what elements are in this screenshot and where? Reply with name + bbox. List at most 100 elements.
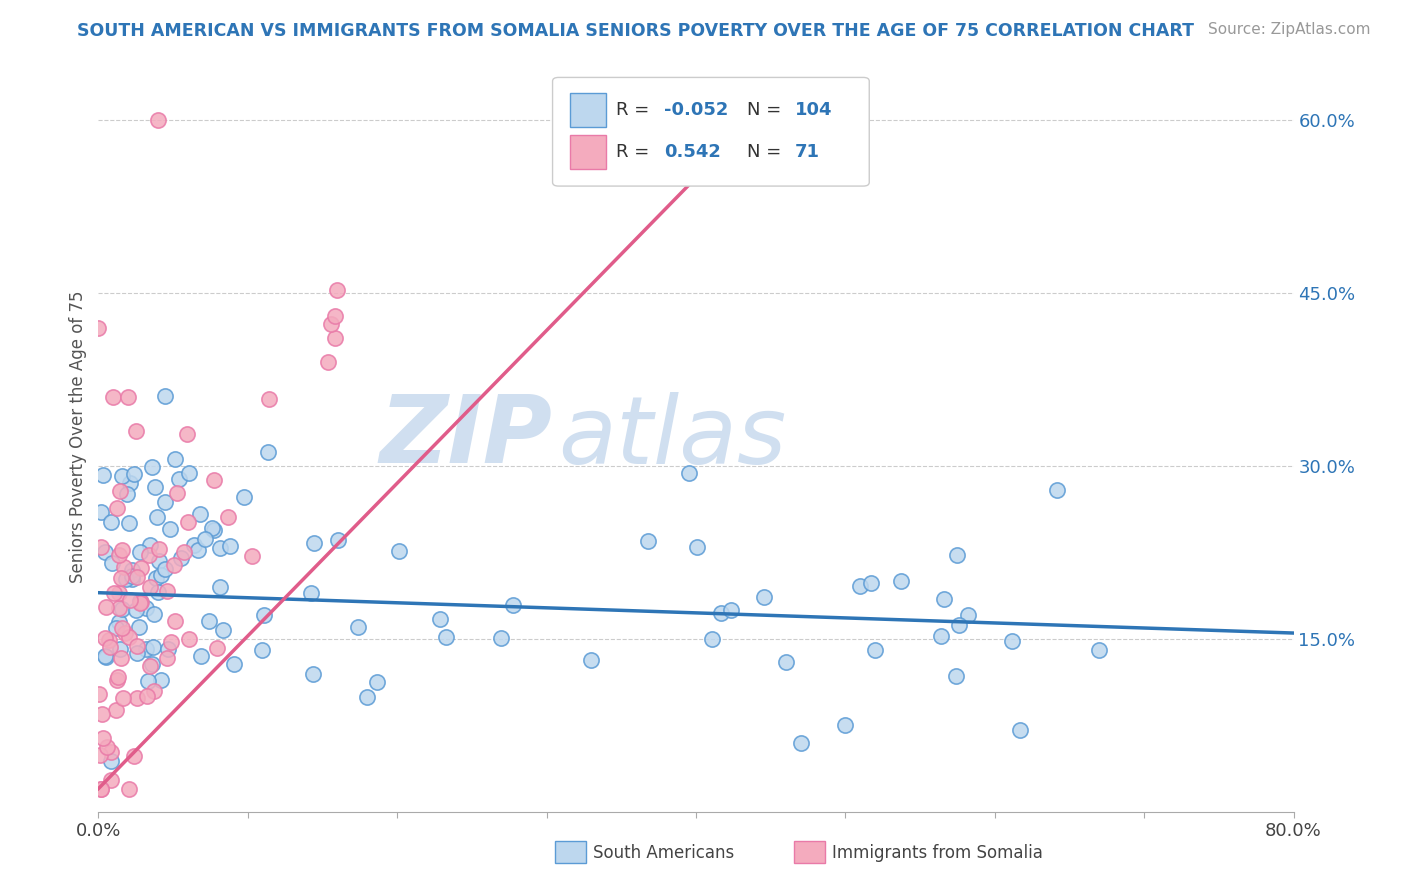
Point (316, 355, 339, 369)
Point (128, 596, 150, 610)
Point (860, 575, 883, 590)
Point (194, 533, 217, 547)
Point (103, 586, 125, 600)
Text: atlas: atlas (558, 392, 787, 483)
Point (100, 557, 122, 571)
Point (700, 632, 723, 646)
Point (302, 667, 325, 681)
Point (218, 540, 240, 554)
Point (103, 390, 125, 404)
Point (143, 480, 166, 494)
Point (240, 549, 263, 563)
Point (100, 745, 122, 759)
Point (489, 631, 512, 645)
Point (156, 584, 179, 599)
Y-axis label: Seniors Poverty Over the Age of 75: Seniors Poverty Over the Age of 75 (69, 291, 87, 583)
Point (932, 591, 955, 606)
Point (156, 651, 179, 665)
Text: N =: N = (748, 101, 787, 119)
Point (108, 548, 131, 562)
Point (122, 749, 145, 764)
Point (89, 748, 111, 763)
Point (149, 673, 172, 688)
Point (111, 543, 134, 558)
Point (107, 670, 129, 684)
Point (208, 541, 231, 556)
Point (502, 599, 524, 613)
Text: Immigrants from Somalia: Immigrants from Somalia (832, 844, 1043, 862)
Point (110, 650, 132, 665)
Point (173, 544, 195, 558)
Point (121, 568, 143, 582)
Point (250, 643, 273, 657)
Point (128, 620, 150, 634)
Point (139, 580, 162, 594)
Point (87, 687, 110, 701)
Point (163, 558, 186, 572)
Point (135, 601, 157, 615)
Point (94, 600, 117, 615)
Point (148, 113, 170, 128)
Point (388, 544, 411, 558)
FancyBboxPatch shape (571, 93, 606, 127)
Point (107, 586, 129, 600)
Point (929, 629, 952, 643)
Text: R =: R = (616, 101, 655, 119)
Point (177, 466, 200, 480)
Point (94, 545, 117, 559)
Point (890, 574, 912, 588)
Point (678, 466, 700, 480)
Point (143, 607, 166, 622)
Point (138, 548, 160, 562)
Point (118, 630, 141, 644)
Point (153, 494, 176, 508)
Point (98, 640, 121, 655)
Point (127, 639, 149, 653)
Point (1010, 723, 1032, 737)
Point (111, 602, 134, 616)
Point (176, 427, 198, 442)
Point (686, 540, 709, 554)
Point (179, 632, 201, 646)
Point (1045, 483, 1067, 497)
Point (111, 690, 134, 705)
Point (252, 607, 274, 622)
Point (224, 657, 246, 671)
Point (325, 331, 347, 345)
Text: 71: 71 (796, 144, 820, 161)
Point (117, 390, 139, 404)
Point (148, 554, 170, 568)
Point (100, 516, 122, 530)
Point (100, 773, 122, 788)
Point (107, 600, 129, 615)
Point (104, 703, 127, 717)
Point (93, 649, 115, 664)
Point (139, 537, 162, 551)
Point (90, 781, 112, 796)
Point (91, 731, 114, 745)
Point (201, 521, 224, 535)
Point (160, 634, 183, 648)
Point (120, 476, 142, 491)
Point (100, 755, 122, 769)
Point (118, 516, 141, 531)
Text: South Americans: South Americans (593, 844, 734, 862)
Point (141, 657, 163, 672)
Point (165, 614, 187, 628)
Point (118, 781, 141, 796)
Point (115, 572, 138, 586)
Point (87, 320, 110, 334)
Point (90, 540, 112, 554)
Point (121, 564, 143, 578)
Point (299, 586, 322, 600)
Point (91, 467, 114, 482)
Point (90, 706, 112, 721)
Point (108, 484, 131, 499)
Point (127, 646, 149, 660)
Point (834, 718, 856, 732)
FancyBboxPatch shape (553, 78, 869, 186)
Point (956, 607, 979, 622)
Point (135, 690, 157, 704)
Point (170, 550, 193, 565)
Point (183, 538, 205, 552)
